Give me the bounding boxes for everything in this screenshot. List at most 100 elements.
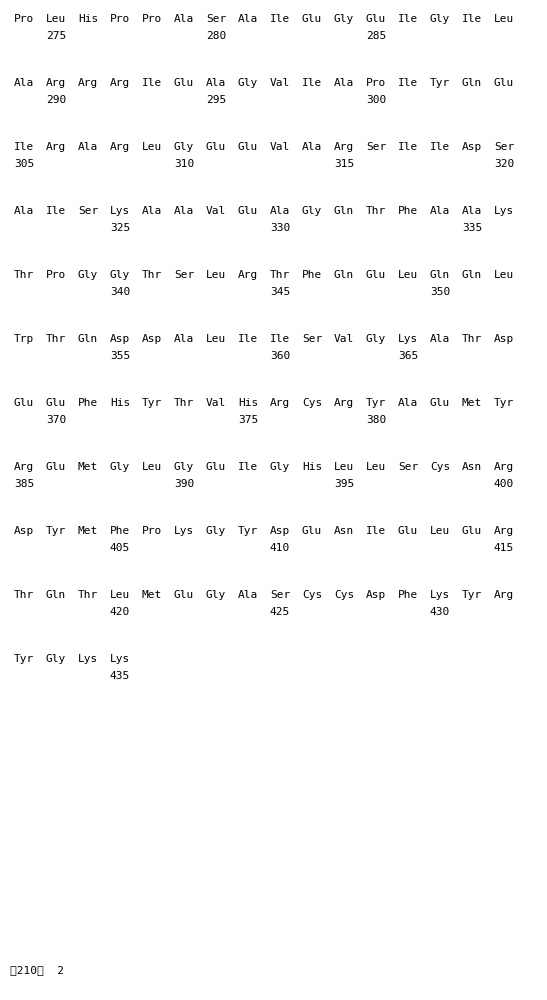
Text: Ile: Ile	[46, 206, 66, 216]
Text: Leu: Leu	[206, 270, 226, 280]
Text: Pro: Pro	[142, 526, 162, 536]
Text: Thr: Thr	[142, 270, 162, 280]
Text: Gly: Gly	[206, 526, 226, 536]
Text: Arg: Arg	[270, 398, 290, 408]
Text: Phe: Phe	[78, 398, 98, 408]
Text: Gly: Gly	[430, 14, 450, 24]
Text: Met: Met	[142, 590, 162, 600]
Text: Asp: Asp	[494, 334, 514, 344]
Text: 425: 425	[270, 607, 290, 617]
Text: Lys: Lys	[174, 526, 194, 536]
Text: Gly: Gly	[238, 78, 258, 88]
Text: Ser: Ser	[494, 142, 514, 152]
Text: 305: 305	[14, 159, 34, 169]
Text: 355: 355	[110, 351, 130, 361]
Text: Lys: Lys	[430, 590, 450, 600]
Text: Ile: Ile	[14, 142, 34, 152]
Text: Leu: Leu	[494, 270, 514, 280]
Text: Tyr: Tyr	[142, 398, 162, 408]
Text: 315: 315	[334, 159, 354, 169]
Text: 430: 430	[430, 607, 450, 617]
Text: Cys: Cys	[334, 590, 354, 600]
Text: Cys: Cys	[302, 590, 322, 600]
Text: Ile: Ile	[302, 78, 322, 88]
Text: Glu: Glu	[366, 270, 386, 280]
Text: Ala: Ala	[174, 334, 194, 344]
Text: Ala: Ala	[174, 206, 194, 216]
Text: 290: 290	[46, 95, 66, 105]
Text: Thr: Thr	[46, 334, 66, 344]
Text: Leu: Leu	[398, 270, 418, 280]
Text: His: His	[302, 462, 322, 472]
Text: Asp: Asp	[366, 590, 386, 600]
Text: Gly: Gly	[46, 654, 66, 664]
Text: 415: 415	[494, 543, 514, 553]
Text: 295: 295	[206, 95, 226, 105]
Text: Gly: Gly	[110, 270, 130, 280]
Text: Gly: Gly	[366, 334, 386, 344]
Text: 280: 280	[206, 31, 226, 41]
Text: Val: Val	[206, 206, 226, 216]
Text: Arg: Arg	[14, 462, 34, 472]
Text: Arg: Arg	[334, 142, 354, 152]
Text: Met: Met	[462, 398, 482, 408]
Text: Gly: Gly	[206, 590, 226, 600]
Text: Leu: Leu	[142, 462, 162, 472]
Text: 400: 400	[494, 479, 514, 489]
Text: Tyr: Tyr	[430, 78, 450, 88]
Text: Cys: Cys	[430, 462, 450, 472]
Text: Ala: Ala	[238, 590, 258, 600]
Text: Glu: Glu	[238, 142, 258, 152]
Text: Leu: Leu	[142, 142, 162, 152]
Text: 380: 380	[366, 415, 386, 425]
Text: Ser: Ser	[366, 142, 386, 152]
Text: Ala: Ala	[302, 142, 322, 152]
Text: Gln: Gln	[430, 270, 450, 280]
Text: Thr: Thr	[174, 398, 194, 408]
Text: Gly: Gly	[78, 270, 98, 280]
Text: 435: 435	[110, 671, 130, 681]
Text: Gln: Gln	[334, 270, 354, 280]
Text: 300: 300	[366, 95, 386, 105]
Text: Ala: Ala	[238, 14, 258, 24]
Text: Ile: Ile	[398, 14, 418, 24]
Text: Lys: Lys	[398, 334, 418, 344]
Text: 420: 420	[110, 607, 130, 617]
Text: Leu: Leu	[334, 462, 354, 472]
Text: Ile: Ile	[430, 142, 450, 152]
Text: His: His	[110, 398, 130, 408]
Text: Gly: Gly	[110, 462, 130, 472]
Text: Arg: Arg	[334, 398, 354, 408]
Text: Glu: Glu	[206, 142, 226, 152]
Text: 325: 325	[110, 223, 130, 233]
Text: Ala: Ala	[398, 398, 418, 408]
Text: Ser: Ser	[270, 590, 290, 600]
Text: Ala: Ala	[14, 78, 34, 88]
Text: Gln: Gln	[334, 206, 354, 216]
Text: Ser: Ser	[398, 462, 418, 472]
Text: Ile: Ile	[398, 142, 418, 152]
Text: Leu: Leu	[494, 14, 514, 24]
Text: Glu: Glu	[430, 398, 450, 408]
Text: Gln: Gln	[462, 270, 482, 280]
Text: Gly: Gly	[174, 462, 194, 472]
Text: Arg: Arg	[494, 590, 514, 600]
Text: Glu: Glu	[174, 590, 194, 600]
Text: Thr: Thr	[78, 590, 98, 600]
Text: Leu: Leu	[430, 526, 450, 536]
Text: Tyr: Tyr	[14, 654, 34, 664]
Text: 350: 350	[430, 287, 450, 297]
Text: Asn: Asn	[462, 462, 482, 472]
Text: Asp: Asp	[462, 142, 482, 152]
Text: Leu: Leu	[110, 590, 130, 600]
Text: Tyr: Tyr	[494, 398, 514, 408]
Text: 330: 330	[270, 223, 290, 233]
Text: Ala: Ala	[334, 78, 354, 88]
Text: Pro: Pro	[46, 270, 66, 280]
Text: Arg: Arg	[494, 526, 514, 536]
Text: Glu: Glu	[462, 526, 482, 536]
Text: Phe: Phe	[398, 206, 418, 216]
Text: Arg: Arg	[46, 142, 66, 152]
Text: Ile: Ile	[142, 78, 162, 88]
Text: Thr: Thr	[14, 590, 34, 600]
